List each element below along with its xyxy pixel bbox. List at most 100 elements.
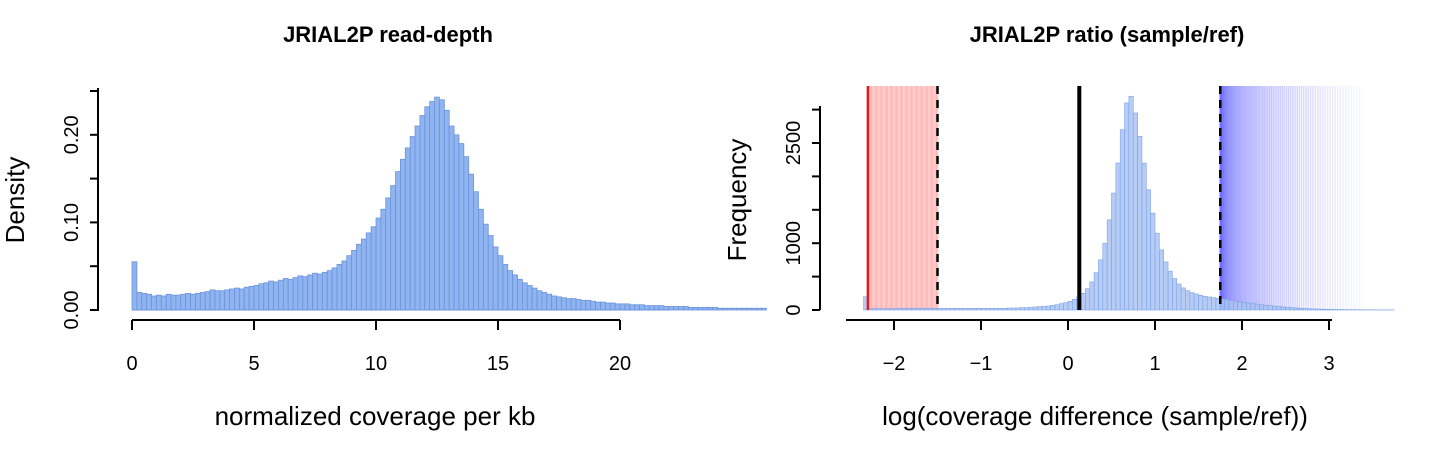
histogram-bar xyxy=(1246,302,1251,311)
histogram-bar xyxy=(976,308,982,311)
histogram-bar xyxy=(214,290,221,311)
histogram-bar xyxy=(1019,307,1025,311)
x-tick-label: 20 xyxy=(609,353,631,375)
histogram-bar xyxy=(919,308,925,311)
histogram-bar xyxy=(175,294,182,311)
histogram-bar xyxy=(697,306,704,311)
histogram-bar xyxy=(971,308,977,311)
histogram-bar xyxy=(570,298,577,311)
histogram-bar xyxy=(507,270,514,311)
histogram-bar xyxy=(980,308,986,311)
histogram-bar xyxy=(170,294,177,311)
histogram-bar xyxy=(351,250,357,311)
histogram-bar xyxy=(1002,308,1008,311)
histogram-bar xyxy=(419,115,426,311)
histogram-bar xyxy=(1011,307,1017,311)
histogram-bar xyxy=(409,136,416,311)
histogram-bar xyxy=(644,305,650,311)
histogram-bar xyxy=(1224,299,1230,311)
histogram-bar xyxy=(954,308,960,311)
read-depth-y-ticks: 0.00 0.10 0.20 xyxy=(61,90,98,330)
histogram-bar xyxy=(1085,288,1091,311)
histogram-bar xyxy=(1302,308,1308,311)
histogram-bar xyxy=(1250,303,1256,311)
histogram-bar xyxy=(512,274,518,311)
histogram-bar xyxy=(238,288,245,311)
histogram-bar xyxy=(1289,307,1295,311)
histogram-bar xyxy=(1306,308,1312,311)
histogram-bar xyxy=(1006,307,1012,311)
histogram-bar xyxy=(370,226,377,311)
histogram-bar xyxy=(356,243,362,311)
histogram-bar xyxy=(1272,305,1278,311)
ratio-y-ticks: 0 1000 2500 xyxy=(783,108,820,316)
histogram-bar xyxy=(487,235,494,311)
histogram-bar xyxy=(141,292,148,311)
read-depth-y-label: Density xyxy=(0,157,30,244)
histogram-bar xyxy=(1241,302,1247,311)
histogram-bar xyxy=(985,308,990,311)
histogram-bar xyxy=(604,302,611,311)
histogram-bar xyxy=(761,307,767,311)
histogram-bar xyxy=(941,308,947,311)
histogram-bar xyxy=(653,305,660,311)
histogram-bar xyxy=(932,308,938,311)
histogram-bar xyxy=(1315,308,1321,311)
histogram-bar xyxy=(146,293,152,311)
histogram-bar xyxy=(1276,306,1282,311)
y-tick-label: 0.00 xyxy=(61,291,83,330)
histogram-bar xyxy=(1119,129,1125,311)
histogram-bar xyxy=(1198,295,1204,311)
histogram-bar xyxy=(624,303,631,311)
histogram-bar xyxy=(1093,272,1099,311)
histogram-bar xyxy=(317,273,323,311)
histogram-bar xyxy=(541,292,548,311)
histogram-bar xyxy=(229,288,235,311)
read-depth-title: JRIAL2P read-depth xyxy=(283,22,493,47)
histogram-bar xyxy=(998,308,1004,311)
histogram-bar xyxy=(385,197,392,311)
histogram-bar xyxy=(502,264,509,311)
histogram-bar xyxy=(263,282,270,311)
histogram-bar xyxy=(629,304,636,311)
histogram-bar xyxy=(673,306,679,311)
ratio-bars xyxy=(863,95,1395,311)
histogram-bar xyxy=(1028,307,1034,311)
histogram-bar xyxy=(614,303,621,311)
histogram-bar xyxy=(1059,303,1064,311)
histogram-bar xyxy=(292,277,299,311)
histogram-bar xyxy=(429,101,435,311)
histogram-bar xyxy=(190,293,196,311)
histogram-bar xyxy=(375,217,382,311)
histogram-bar xyxy=(522,282,528,311)
histogram-bar xyxy=(1206,296,1212,311)
histogram-bar xyxy=(1202,296,1208,311)
histogram-bar xyxy=(1298,307,1304,311)
histogram-bar xyxy=(924,308,930,311)
histogram-bar xyxy=(312,272,318,311)
histogram-bar xyxy=(443,109,450,311)
histogram-bar xyxy=(336,264,343,311)
histogram-bar xyxy=(600,301,606,311)
ratio-threshold-lines xyxy=(866,86,1222,310)
histogram-bar xyxy=(1211,297,1217,311)
histogram-bar xyxy=(619,303,626,311)
histogram-bar xyxy=(297,275,304,311)
histogram-bar xyxy=(365,232,372,311)
histogram-bar xyxy=(492,246,499,311)
histogram-bar xyxy=(1063,302,1069,311)
histogram-bar xyxy=(1254,303,1260,311)
histogram-bar xyxy=(741,307,748,311)
histogram-bar xyxy=(1054,304,1060,311)
histogram-bar xyxy=(561,297,567,311)
histogram-bar xyxy=(1102,242,1108,311)
histogram-bar xyxy=(731,307,738,311)
histogram-bar xyxy=(634,304,640,311)
histogram-bar xyxy=(302,276,309,311)
histogram-bar xyxy=(1259,304,1265,311)
histogram-bar xyxy=(585,299,592,311)
histogram-bar xyxy=(199,292,206,311)
histogram-bar xyxy=(906,308,912,311)
histogram-bar xyxy=(1128,95,1134,311)
